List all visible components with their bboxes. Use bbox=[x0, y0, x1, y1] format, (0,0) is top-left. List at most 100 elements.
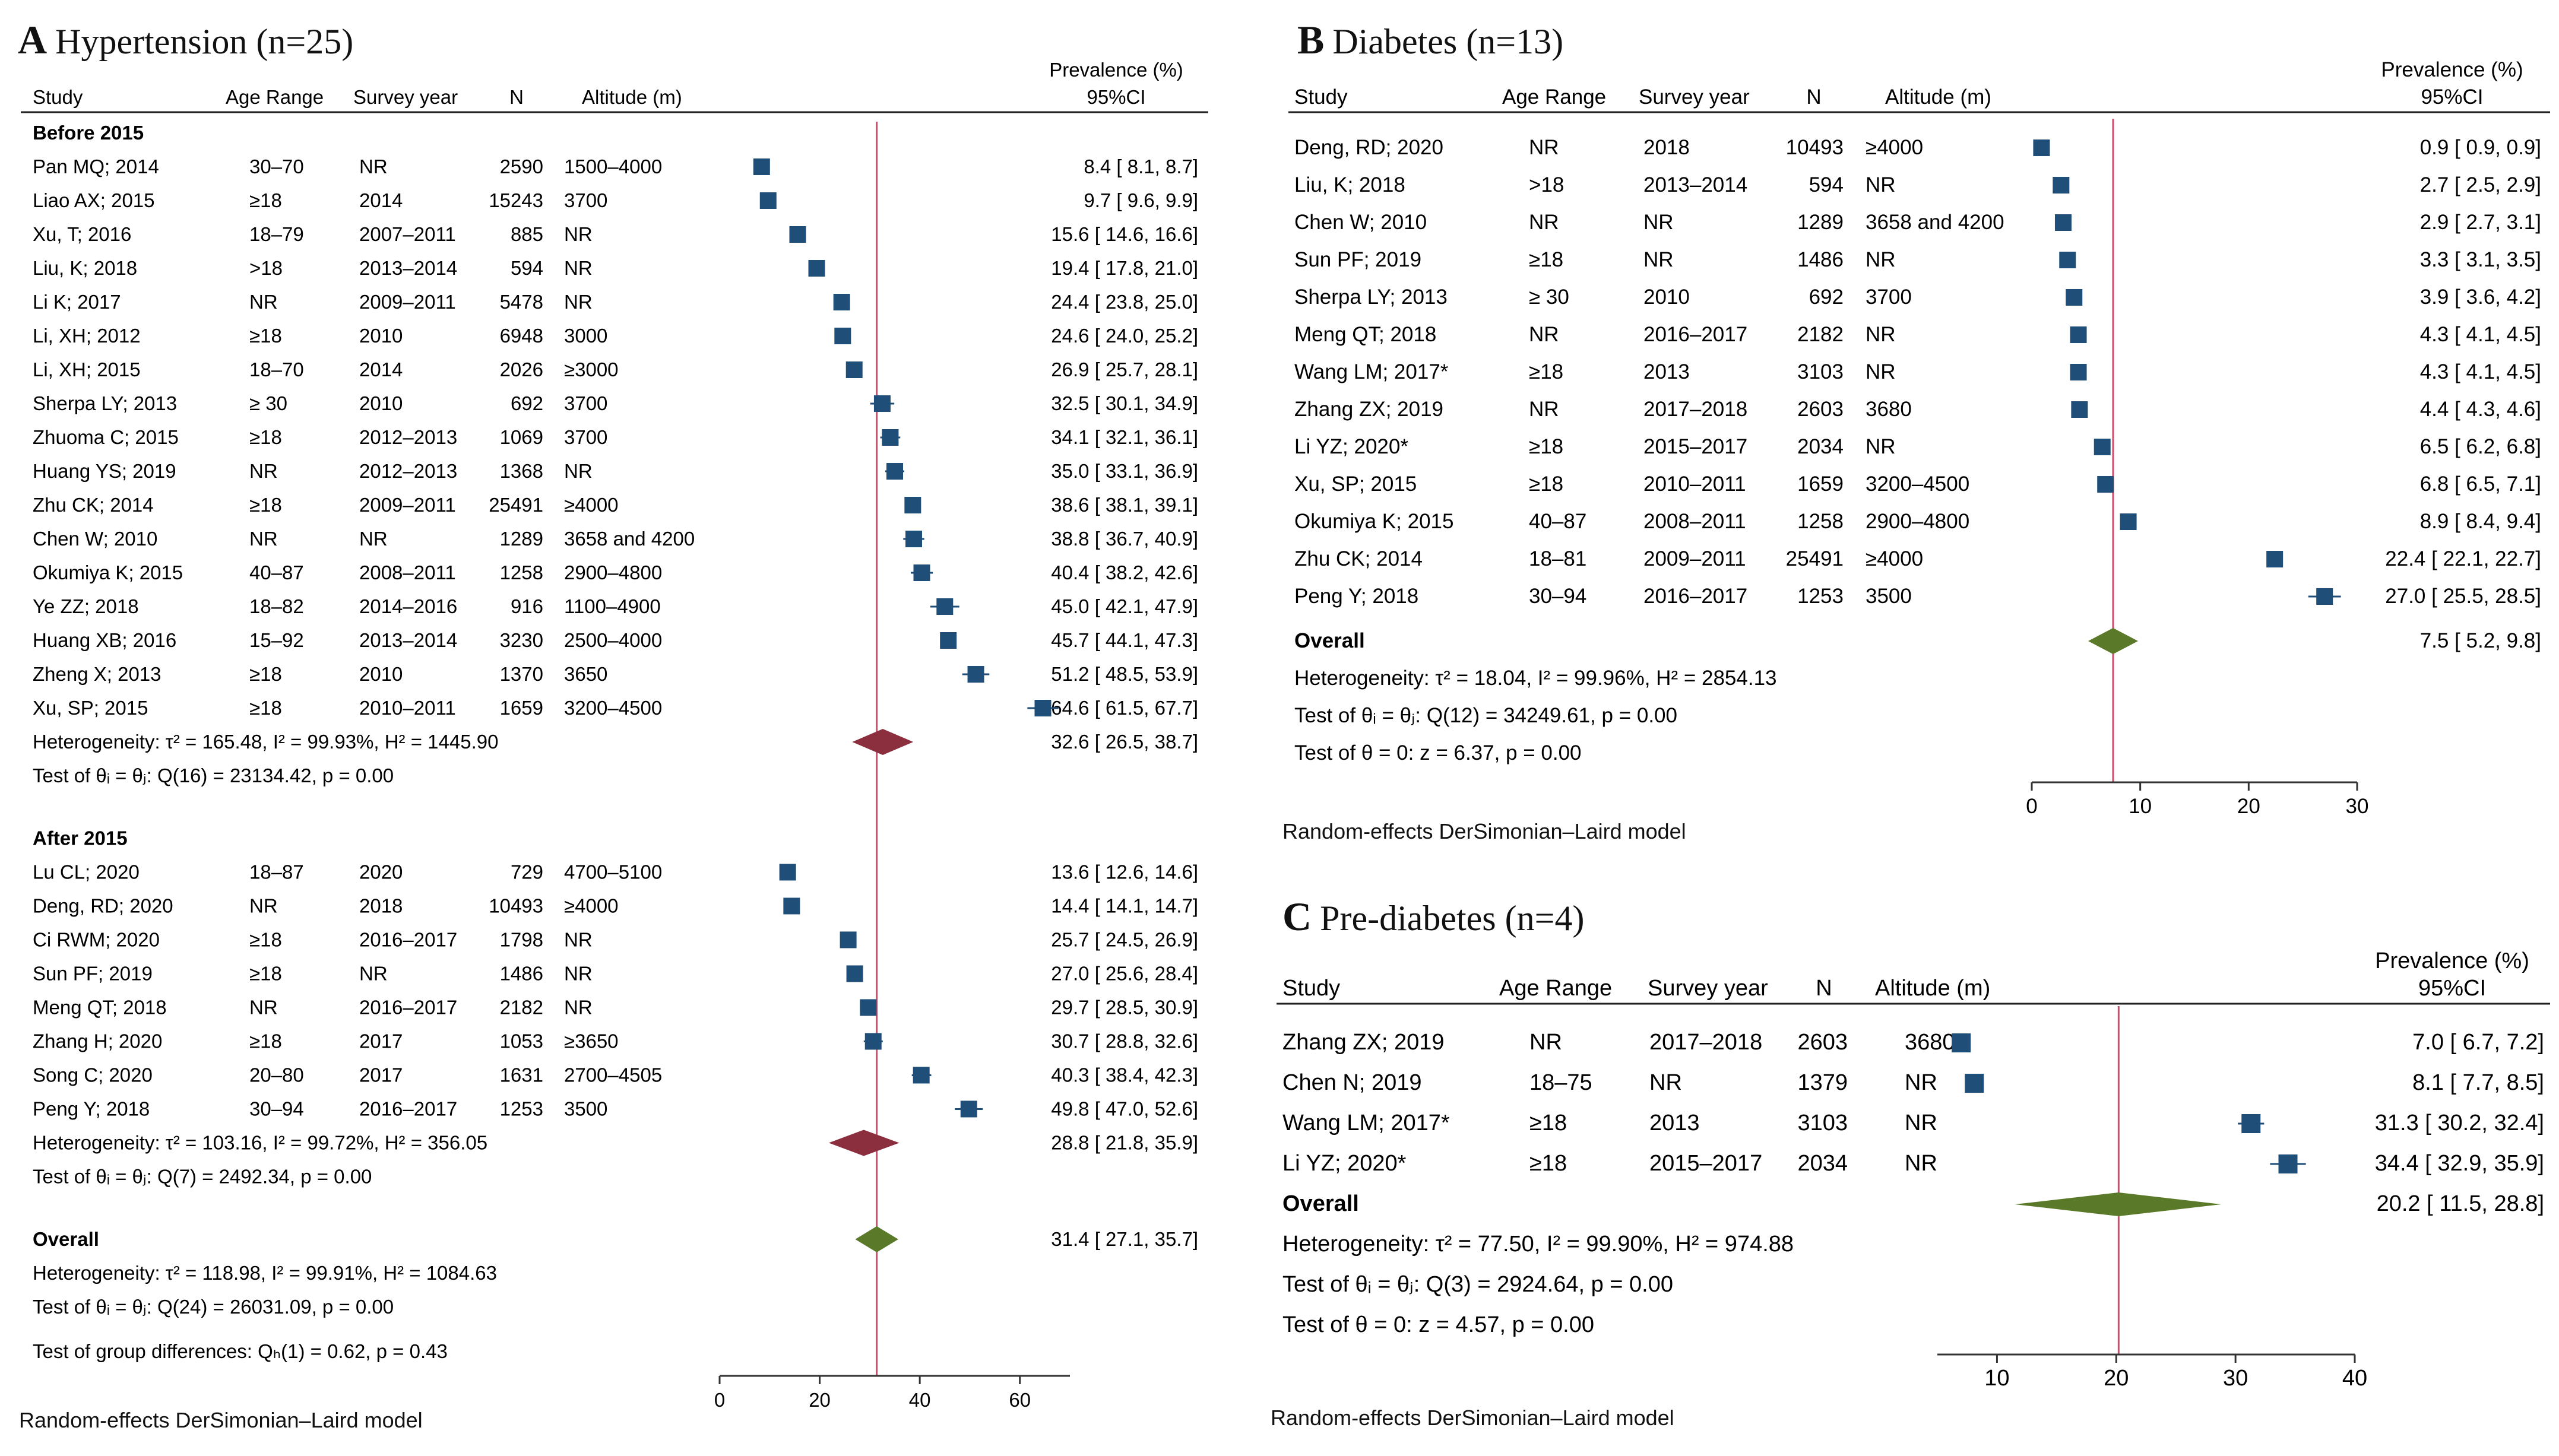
row-4-year: 2010 bbox=[1643, 286, 1690, 309]
g0-row-11-ci-text: 38.8 [ 36.7, 40.9] bbox=[1051, 528, 1198, 550]
header-prevalence: Prevalence (%) bbox=[2381, 58, 2523, 81]
row-8-age: ≥18 bbox=[1529, 435, 1563, 458]
row-2-n: 3103 bbox=[1797, 1111, 1848, 1135]
group-0-heterogeneity: Heterogeneity: τ² = 165.48, I² = 99.93%,… bbox=[33, 731, 498, 753]
row-0-ci-text: 7.0 [ 6.7, 7.2] bbox=[2412, 1030, 2544, 1055]
g0-row-7-marker bbox=[873, 395, 891, 412]
g1-row-6-ci-text: 40.3 [ 38.4, 42.3] bbox=[1051, 1064, 1198, 1086]
g0-row-8-marker bbox=[882, 429, 899, 446]
g0-row-16-altitude: 3200–4500 bbox=[564, 697, 662, 719]
g1-row-2-marker bbox=[840, 931, 857, 949]
g1-row-3-study: Sun PF; 2019 bbox=[33, 962, 153, 984]
header-study: Study bbox=[1294, 85, 1348, 109]
g0-row-3-marker bbox=[808, 260, 825, 277]
row-7-age: NR bbox=[1529, 398, 1559, 421]
g0-row-14-age: 15–92 bbox=[249, 629, 304, 651]
x-tick-label-0: 0 bbox=[2026, 795, 2037, 818]
row-5-age: NR bbox=[1529, 323, 1559, 346]
g0-row-8-n: 1069 bbox=[500, 426, 543, 448]
g0-row-2-age: 18–79 bbox=[249, 223, 304, 245]
row-6-age: ≥18 bbox=[1529, 360, 1563, 383]
row-1-age: 18–75 bbox=[1529, 1070, 1592, 1095]
panel-a-caption: Random-effects DerSimonian–Laird model bbox=[19, 1408, 423, 1432]
group-1-test: Test of θᵢ = θⱼ: Q(7) = 2492.34, p = 0.0… bbox=[33, 1165, 372, 1187]
g0-row-7-n: 692 bbox=[511, 392, 543, 414]
row-5-ci-text: 4.3 [ 4.1, 4.5] bbox=[2420, 323, 2541, 346]
row-0-year: 2018 bbox=[1643, 136, 1690, 159]
overall-z-test: Test of θ = 0: z = 4.57, p = 0.00 bbox=[1282, 1312, 1594, 1337]
header-survey-year: Survey year bbox=[353, 86, 458, 108]
g1-row-1-year: 2018 bbox=[359, 894, 403, 916]
row-2-age: NR bbox=[1529, 211, 1559, 234]
g0-row-14-marker bbox=[940, 632, 957, 649]
row-10-age: 40–87 bbox=[1529, 510, 1586, 533]
g0-row-4-ci-text: 24.4 [ 23.8, 25.0] bbox=[1051, 291, 1198, 313]
row-12-altitude: 3500 bbox=[1866, 585, 1912, 608]
group-0-pooled-ci-text: 32.6 [ 26.5, 38.7] bbox=[1051, 731, 1198, 753]
x-tick-label-20: 20 bbox=[2104, 1366, 2129, 1391]
row-1-altitude: NR bbox=[1866, 173, 1896, 196]
row-11-ci-text: 22.4 [ 22.1, 22.7] bbox=[2385, 547, 2541, 570]
row-2-ci-text: 31.3 [ 30.2, 32.4] bbox=[2375, 1111, 2544, 1135]
g0-row-8-altitude: 3700 bbox=[564, 426, 607, 448]
row-0-age: NR bbox=[1529, 1030, 1562, 1055]
g0-row-3-altitude: NR bbox=[564, 257, 593, 279]
g0-row-9-age: NR bbox=[249, 460, 278, 482]
g0-row-3-ci-text: 19.4 [ 17.8, 21.0] bbox=[1051, 257, 1198, 279]
g0-row-2-n: 885 bbox=[511, 223, 543, 245]
row-4-ci-text: 3.9 [ 3.6, 4.2] bbox=[2420, 286, 2541, 309]
header-95ci: 95%CI bbox=[2418, 976, 2486, 1001]
x-tick-label-40: 40 bbox=[2342, 1366, 2367, 1391]
row-0-marker bbox=[2033, 139, 2050, 156]
g0-row-15-n: 1370 bbox=[500, 663, 543, 685]
g1-row-7-year: 2016–2017 bbox=[359, 1097, 457, 1119]
g1-row-7-ci-text: 49.8 [ 47.0, 52.6] bbox=[1051, 1097, 1198, 1119]
row-4-n: 692 bbox=[1809, 286, 1844, 309]
g0-row-6-age: 18–70 bbox=[249, 359, 304, 380]
header-survey-year: Survey year bbox=[1648, 976, 1768, 1001]
row-1-n: 1379 bbox=[1797, 1070, 1848, 1095]
x-tick-label-10: 10 bbox=[1984, 1366, 2009, 1391]
header-n: N bbox=[1816, 976, 1832, 1001]
header-n: N bbox=[1806, 85, 1821, 109]
row-7-year: 2017–2018 bbox=[1643, 398, 1747, 421]
panel-c-letter: C bbox=[1282, 894, 1312, 939]
g0-row-1-year: 2014 bbox=[359, 189, 403, 211]
g0-row-13-study: Ye ZZ; 2018 bbox=[33, 595, 139, 617]
g0-row-15-study: Zheng X; 2013 bbox=[33, 663, 161, 685]
header-prevalence: Prevalence (%) bbox=[2375, 949, 2529, 973]
forest-plot-hypertension: Study Age Range Survey year N Altitude (m) Pr… bbox=[21, 59, 1208, 1411]
row-3-altitude: NR bbox=[1866, 248, 1896, 271]
header-age-range: Age Range bbox=[226, 86, 324, 108]
g0-row-13-age: 18–82 bbox=[249, 595, 304, 617]
panel-c-title: C Pre-diabetes (n=4) bbox=[1282, 893, 1584, 940]
row-1-ci-text: 2.7 [ 2.5, 2.9] bbox=[2420, 173, 2541, 196]
g0-row-8-age: ≥18 bbox=[249, 426, 282, 448]
overall-z-test: Test of θ = 0: z = 6.37, p = 0.00 bbox=[1294, 741, 1582, 765]
group-1-heterogeneity: Heterogeneity: τ² = 103.16, I² = 99.72%,… bbox=[33, 1131, 487, 1153]
row-2-year: 2013 bbox=[1649, 1111, 1700, 1135]
row-3-n: 1486 bbox=[1797, 248, 1844, 271]
g0-row-3-study: Liu, K; 2018 bbox=[33, 257, 137, 279]
row-3-n: 2034 bbox=[1797, 1151, 1848, 1176]
g1-row-3-marker bbox=[846, 965, 863, 982]
row-9-marker bbox=[2097, 476, 2114, 493]
row-3-marker bbox=[2059, 252, 2076, 268]
x-tick-label-30: 30 bbox=[2223, 1366, 2248, 1391]
g0-row-11-age: NR bbox=[249, 528, 278, 550]
g1-row-4-study: Meng QT; 2018 bbox=[33, 996, 167, 1018]
g0-row-0-age: 30–70 bbox=[249, 156, 304, 177]
row-6-altitude: NR bbox=[1866, 360, 1896, 383]
header-95ci: 95%CI bbox=[1087, 86, 1145, 108]
g1-row-2-year: 2016–2017 bbox=[359, 928, 457, 950]
x-tick-label-40: 40 bbox=[909, 1389, 931, 1411]
g0-row-15-age: ≥18 bbox=[249, 663, 282, 685]
g1-row-1-marker bbox=[783, 897, 800, 915]
g0-row-9-altitude: NR bbox=[564, 460, 593, 482]
row-2-altitude: NR bbox=[1905, 1111, 1937, 1135]
row-10-study: Okumiya K; 2015 bbox=[1294, 510, 1453, 533]
row-9-altitude: 3200–4500 bbox=[1866, 472, 1969, 496]
g0-row-16-n: 1659 bbox=[500, 697, 543, 719]
row-7-study: Zhang ZX; 2019 bbox=[1294, 398, 1443, 421]
